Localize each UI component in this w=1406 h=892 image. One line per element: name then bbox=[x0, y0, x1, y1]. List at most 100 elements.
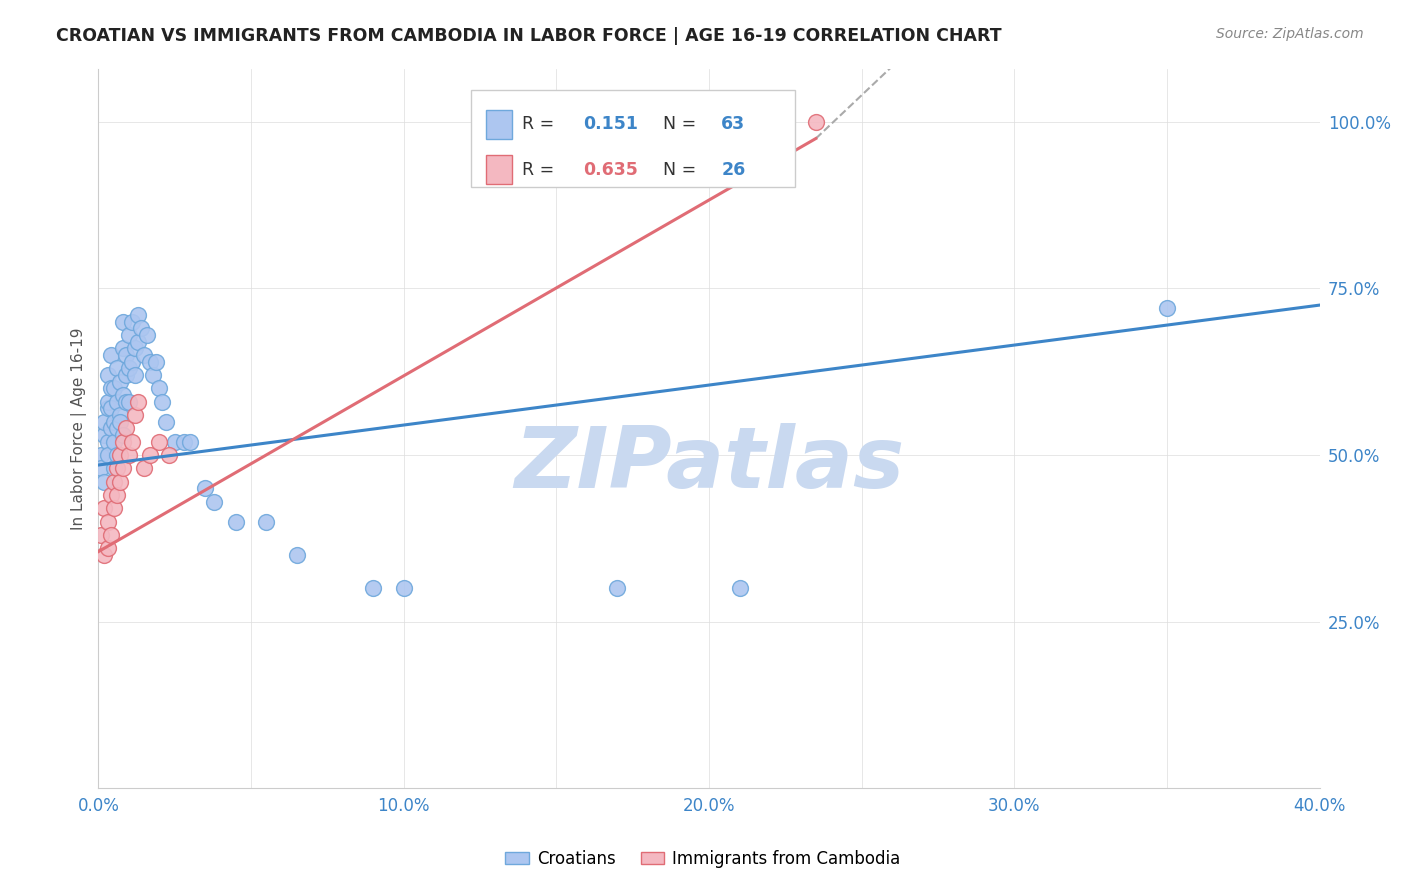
Point bbox=[127, 334, 149, 349]
Point bbox=[134, 461, 156, 475]
Point bbox=[225, 515, 247, 529]
Point bbox=[728, 582, 751, 596]
Text: 0.635: 0.635 bbox=[583, 161, 638, 178]
Point bbox=[108, 375, 131, 389]
Point bbox=[148, 434, 170, 449]
FancyBboxPatch shape bbox=[485, 155, 512, 184]
Y-axis label: In Labor Force | Age 16-19: In Labor Force | Age 16-19 bbox=[72, 327, 87, 530]
Point bbox=[93, 548, 115, 562]
Point bbox=[96, 394, 118, 409]
Point bbox=[114, 348, 136, 362]
Text: 0.151: 0.151 bbox=[583, 115, 638, 133]
Point bbox=[139, 448, 162, 462]
Point bbox=[179, 434, 201, 449]
Point bbox=[100, 401, 122, 416]
Point bbox=[100, 381, 122, 395]
Text: 63: 63 bbox=[721, 115, 745, 133]
Point bbox=[121, 434, 143, 449]
Point bbox=[103, 381, 125, 395]
Point bbox=[118, 328, 141, 343]
Point bbox=[145, 355, 167, 369]
Point bbox=[124, 342, 146, 356]
Point bbox=[103, 461, 125, 475]
Text: N =: N = bbox=[662, 115, 702, 133]
Point bbox=[93, 475, 115, 489]
Point bbox=[108, 408, 131, 422]
Point bbox=[96, 368, 118, 382]
Point bbox=[105, 361, 128, 376]
Point bbox=[134, 348, 156, 362]
Point bbox=[202, 494, 225, 508]
Point bbox=[361, 582, 384, 596]
Point bbox=[129, 321, 152, 335]
Point bbox=[105, 421, 128, 435]
Legend: Croatians, Immigrants from Cambodia: Croatians, Immigrants from Cambodia bbox=[499, 844, 907, 875]
Point bbox=[1156, 301, 1178, 316]
Point bbox=[90, 528, 112, 542]
Point bbox=[96, 434, 118, 449]
Point bbox=[105, 394, 128, 409]
Point bbox=[194, 481, 217, 495]
Point bbox=[118, 361, 141, 376]
Point bbox=[103, 501, 125, 516]
FancyBboxPatch shape bbox=[485, 110, 512, 138]
Point bbox=[96, 448, 118, 462]
Point bbox=[105, 461, 128, 475]
Point bbox=[100, 528, 122, 542]
Point bbox=[111, 434, 134, 449]
Point bbox=[96, 401, 118, 416]
Text: N =: N = bbox=[662, 161, 702, 178]
Text: Source: ZipAtlas.com: Source: ZipAtlas.com bbox=[1216, 27, 1364, 41]
Point bbox=[139, 355, 162, 369]
Point bbox=[546, 115, 568, 129]
Point bbox=[136, 328, 159, 343]
Point bbox=[127, 308, 149, 322]
Point bbox=[100, 488, 122, 502]
Point bbox=[108, 475, 131, 489]
Point bbox=[100, 348, 122, 362]
Text: ZIPatlas: ZIPatlas bbox=[513, 423, 904, 506]
Point bbox=[114, 368, 136, 382]
Point bbox=[114, 421, 136, 435]
Point bbox=[142, 368, 165, 382]
Point bbox=[157, 448, 180, 462]
Point bbox=[392, 582, 415, 596]
Point bbox=[118, 394, 141, 409]
Point bbox=[105, 488, 128, 502]
Point bbox=[108, 448, 131, 462]
FancyBboxPatch shape bbox=[471, 90, 794, 187]
Point bbox=[152, 394, 174, 409]
Point bbox=[100, 421, 122, 435]
Point bbox=[93, 415, 115, 429]
Point bbox=[105, 448, 128, 462]
Point bbox=[103, 415, 125, 429]
Point bbox=[155, 415, 177, 429]
Point bbox=[173, 434, 195, 449]
Point bbox=[254, 515, 277, 529]
Point bbox=[90, 448, 112, 462]
Point bbox=[111, 461, 134, 475]
Point bbox=[90, 461, 112, 475]
Text: CROATIAN VS IMMIGRANTS FROM CAMBODIA IN LABOR FORCE | AGE 16-19 CORRELATION CHAR: CROATIAN VS IMMIGRANTS FROM CAMBODIA IN … bbox=[56, 27, 1002, 45]
Point bbox=[96, 541, 118, 556]
Point bbox=[118, 448, 141, 462]
Point bbox=[163, 434, 186, 449]
Point bbox=[103, 475, 125, 489]
Point bbox=[93, 428, 115, 442]
Point bbox=[804, 115, 827, 129]
Point bbox=[121, 355, 143, 369]
Text: 26: 26 bbox=[721, 161, 745, 178]
Point bbox=[103, 434, 125, 449]
Point bbox=[108, 415, 131, 429]
Point bbox=[111, 428, 134, 442]
Point bbox=[124, 408, 146, 422]
Point bbox=[121, 315, 143, 329]
Point bbox=[124, 368, 146, 382]
Text: R =: R = bbox=[522, 115, 560, 133]
Point bbox=[127, 394, 149, 409]
Point bbox=[285, 548, 308, 562]
Point bbox=[114, 394, 136, 409]
Point bbox=[96, 515, 118, 529]
Point bbox=[111, 388, 134, 402]
Point bbox=[148, 381, 170, 395]
